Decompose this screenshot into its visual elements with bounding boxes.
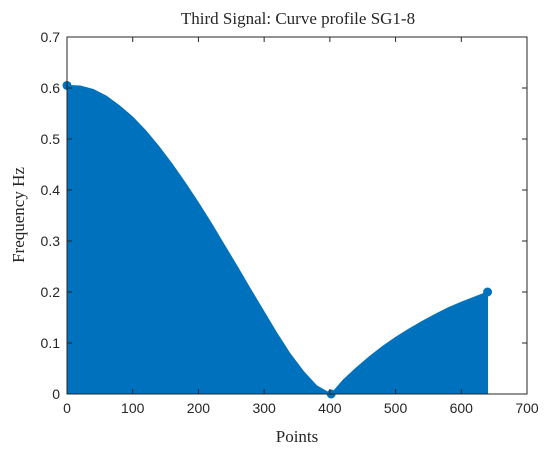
x-tick-label: 200 [187, 400, 211, 416]
x-tick-label: 600 [450, 400, 474, 416]
x-axis-label: Points [276, 427, 319, 446]
x-tick-label: 700 [515, 400, 539, 416]
y-tick-label: 0.7 [41, 29, 61, 45]
x-tick-label: 300 [252, 400, 276, 416]
y-axis: 0 0.1 0.2 0.3 0.4 0.5 0.6 0.7 [41, 29, 527, 402]
x-axis: 0 100 200 300 400 500 600 700 [63, 37, 539, 416]
x-tick-label: 400 [318, 400, 342, 416]
x-tick-label: 500 [384, 400, 408, 416]
data-point-marker [483, 287, 493, 297]
signal-area [66, 84, 489, 395]
y-tick-label: 0.1 [41, 335, 61, 351]
y-tick-label: 0 [52, 386, 60, 402]
chart-title: Third Signal: Curve profile SG1-8 [181, 9, 415, 28]
y-tick-label: 0.6 [41, 80, 61, 96]
y-tick-label: 0.3 [41, 233, 61, 249]
plot-area [62, 80, 493, 399]
x-tick-label: 0 [63, 400, 71, 416]
axes-box [66, 36, 528, 395]
x-tick-label: 100 [121, 400, 145, 416]
y-tick-label: 0.4 [41, 182, 61, 198]
y-axis-label: Frequency Hz [9, 167, 28, 263]
y-tick-label: 0.5 [41, 131, 61, 147]
y-tick-label: 0.2 [41, 284, 61, 300]
